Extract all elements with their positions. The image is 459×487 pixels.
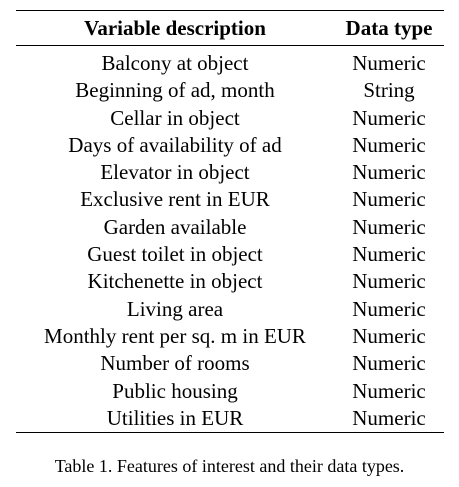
data-type-cell: Numeric [352,187,426,212]
variable-description-cell: Exclusive rent in EUR [80,187,270,212]
table-row: Cellar in object Numeric [16,105,444,132]
column-header-variable-description: Variable description [84,15,266,40]
variable-description-cell: Kitchenette in object [87,269,263,294]
table-row: Beginning of ad, month String [16,77,444,104]
table-row: Exclusive rent in EUR Numeric [16,186,444,213]
variable-description-cell: Days of availability of ad [68,132,282,157]
data-type-cell: Numeric [352,214,426,239]
data-type-cell: String [363,78,415,103]
variable-description-cell: Elevator in object [100,160,250,185]
data-type-cell: Numeric [352,51,426,75]
table-header-row: Variable description Data type [16,11,444,46]
table-top-rule [16,10,444,11]
variable-description-cell: Monthly rent per sq. m in EUR [44,323,306,348]
table-row: Number of rooms Numeric [16,350,444,377]
data-type-cell: Numeric [352,160,426,185]
table-row: Public housing Numeric [16,378,444,405]
variable-description-cell: Public housing [112,378,238,403]
variable-description-cell: Beginning of ad, month [75,78,275,103]
table-row: Elevator in object Numeric [16,159,444,186]
table-row: Monthly rent per sq. m in EUR Numeric [16,323,444,350]
data-type-cell: Numeric [352,105,426,130]
data-type-cell: Numeric [352,323,426,348]
table-row: Guest toilet in object Numeric [16,241,444,268]
table-row: Days of availability of ad Numeric [16,132,444,159]
features-table: Variable description Data type Balcony a… [16,11,444,432]
data-type-cell: Numeric [352,378,426,403]
table-row: Garden available Numeric [16,214,444,241]
header-rule [16,45,444,50]
features-table-container: Variable description Data type Balcony a… [16,10,444,434]
table-row: Living area Numeric [16,296,444,323]
data-type-cell: Numeric [352,405,426,430]
column-header-data-type: Data type [345,15,433,40]
variable-description-cell: Garden available [103,214,247,239]
variable-description-cell: Guest toilet in object [87,242,263,267]
variable-description-cell: Utilities in EUR [106,405,244,430]
data-type-cell: Numeric [352,351,426,376]
table-row: Utilities in EUR Numeric [16,405,444,432]
table-caption: Table 1. Features of interest and their … [54,456,405,476]
data-type-cell: Numeric [352,296,426,321]
table-bottom-rule [16,432,444,434]
variable-description-cell: Cellar in object [110,105,240,130]
variable-description-cell: Balcony at object [101,51,249,75]
variable-description-cell: Living area [126,296,224,321]
data-type-cell: Numeric [352,132,426,157]
data-type-cell: Numeric [352,242,426,267]
variable-description-cell: Number of rooms [100,351,250,376]
table-row: Kitchenette in object Numeric [16,268,444,295]
data-type-cell: Numeric [352,269,426,294]
table-row: Balcony at object Numeric [16,50,444,77]
